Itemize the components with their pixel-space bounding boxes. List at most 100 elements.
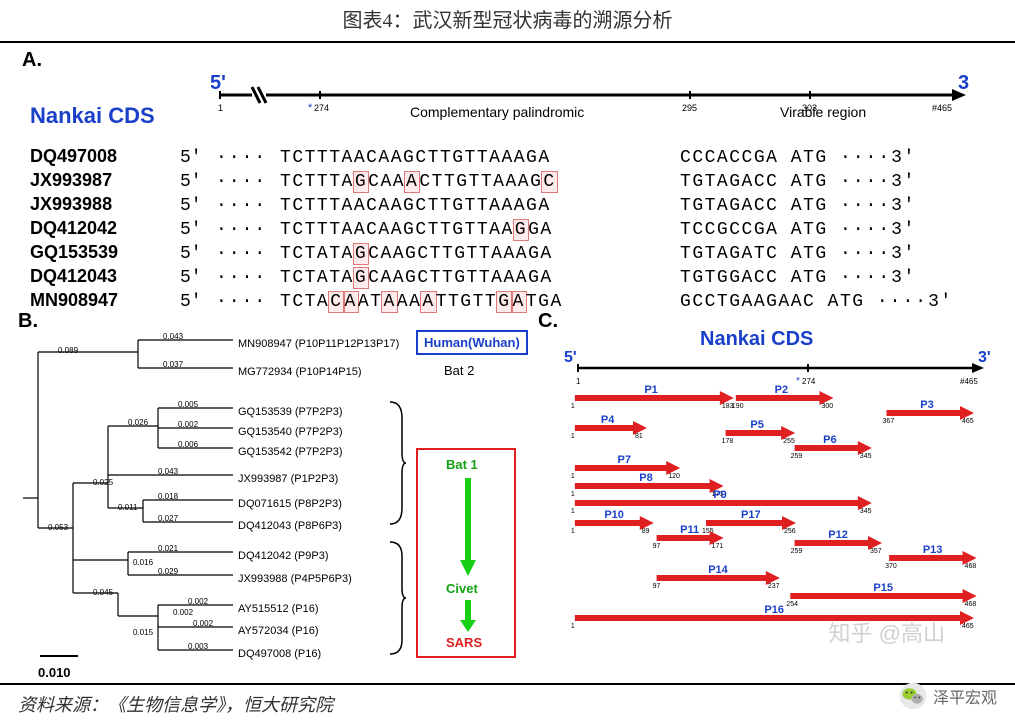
panel-a-label: A.	[22, 49, 42, 72]
branch-length: 0.002	[188, 597, 208, 606]
svg-text:P13: P13	[923, 544, 943, 556]
svg-text:357: 357	[870, 548, 882, 555]
branch-length: 0.016	[133, 558, 153, 567]
svg-text:P3: P3	[920, 399, 933, 411]
seq-row: GQ1535395' ···· TCTATAGCAAGCTTGTTAAAGATG…	[30, 241, 953, 265]
wechat-icon	[899, 682, 927, 710]
svg-text:1: 1	[571, 403, 575, 410]
branch-length: 0.021	[158, 544, 178, 553]
sequence-alignment: DQ4970085' ···· TCTTTAACAAGCTTGTTAAAGACC…	[30, 145, 953, 313]
svg-text:81: 81	[635, 433, 643, 440]
svg-text:1: 1	[571, 433, 575, 440]
svg-text:P1: P1	[644, 384, 657, 396]
seq-row: DQ4120435' ···· TCTATAGCAAGCTTGTTAAAGATG…	[30, 265, 953, 289]
svg-text:97: 97	[653, 583, 661, 590]
seq-row: DQ4120425' ···· TCTTTAACAAGCTTGTTAAGGATC…	[30, 217, 953, 241]
branch-length: 0.006	[178, 440, 198, 449]
svg-text:89: 89	[642, 528, 650, 535]
panel-b: B.	[18, 328, 548, 688]
svg-text:1: 1	[218, 103, 223, 113]
three-prime-a: 3'	[958, 72, 970, 94]
svg-text:370: 370	[885, 563, 897, 570]
panel-c-label: C.	[538, 310, 558, 333]
svg-text:97: 97	[653, 543, 661, 550]
taxon-label: GQ153542 (P7P2P3)	[238, 446, 343, 458]
svg-text:120: 120	[668, 473, 680, 480]
bracket-top	[388, 398, 408, 528]
arrow-bat-civet	[458, 478, 478, 578]
svg-text:1: 1	[571, 473, 575, 480]
nankai-cds-a: Nankai CDS	[30, 103, 155, 129]
taxon-label: JX993987 (P1P2P3)	[238, 473, 338, 485]
bracket-bottom	[388, 538, 408, 658]
svg-text:P2: P2	[775, 384, 788, 396]
phylo-tree	[18, 328, 248, 668]
taxon-label: DQ071615 (P8P2P3)	[238, 498, 342, 510]
branch-length: 0.027	[158, 514, 178, 523]
svg-text:259: 259	[791, 548, 803, 555]
svg-text:295: 295	[682, 103, 697, 113]
svg-text:*: *	[308, 102, 313, 114]
svg-text:P8: P8	[639, 472, 652, 484]
taxon-label: AY515512 (P16)	[238, 603, 319, 615]
branch-length: 0.018	[158, 492, 178, 501]
svg-text:256: 256	[784, 528, 796, 535]
svg-text:468: 468	[965, 601, 977, 608]
branch-length: 0.002	[173, 608, 193, 617]
taxon-label: GQ153539 (P7P2P3)	[238, 406, 343, 418]
branch-length: 0.025	[93, 478, 113, 487]
svg-text:274: 274	[314, 103, 329, 113]
branch-length: 0.011	[118, 503, 137, 512]
host-bat2: Bat 2	[438, 360, 480, 381]
svg-text:259: 259	[791, 453, 803, 460]
branch-length: 0.026	[128, 418, 148, 427]
branch-length: 0.053	[48, 523, 68, 532]
host-civet: Civet	[440, 578, 484, 599]
host-bat1: Bat 1	[440, 454, 484, 475]
arrow-civet-sars	[458, 600, 478, 634]
ruler-a: 5' 3' 1 * 274 295 303 #465 Complementary…	[210, 71, 970, 121]
svg-text:465: 465	[962, 623, 974, 630]
wechat-text: 泽平宏观	[933, 684, 997, 708]
seq-row: MN9089475' ···· TCTACAATAAAATTGTTGATGAGC…	[30, 289, 953, 313]
svg-text:468: 468	[965, 563, 977, 570]
watermark: 知乎 @高山	[829, 616, 945, 648]
source-line: 资料来源：《生物信息学》，恒大研究院	[0, 685, 1015, 723]
branch-length: 0.029	[158, 567, 178, 576]
svg-text:1: 1	[571, 623, 575, 630]
svg-text:P14: P14	[708, 564, 728, 576]
svg-text:P9: P9	[713, 489, 726, 501]
svg-text:P7: P7	[618, 454, 631, 466]
seq-row: DQ4970085' ···· TCTTTAACAAGCTTGTTAAAGACC…	[30, 145, 953, 169]
svg-text:178: 178	[722, 438, 734, 445]
scale-bar: 0.010	[38, 652, 80, 680]
svg-text:P17: P17	[741, 509, 761, 521]
svg-text:P5: P5	[750, 419, 763, 431]
taxon-label: DQ412043 (P8P6P3)	[238, 520, 342, 532]
figure-title: 图表4：武汉新型冠状病毒的溯源分析	[0, 0, 1015, 41]
taxon-label: JX993988 (P4P5P6P3)	[238, 573, 352, 585]
svg-text:367: 367	[883, 418, 895, 425]
svg-text:237: 237	[768, 583, 780, 590]
fragments: P11183P2190300P3367465P4181P5178255P6259…	[560, 328, 994, 638]
svg-text:255: 255	[783, 438, 795, 445]
branch-length: 0.005	[178, 400, 198, 409]
host-sars: SARS	[440, 632, 488, 653]
svg-text:190: 190	[732, 403, 744, 410]
taxon-label: GQ153540 (P7P2P3)	[238, 426, 343, 438]
branch-length: 0.015	[133, 628, 153, 637]
branch-length: 0.045	[93, 588, 113, 597]
header-right: Virable region	[780, 104, 866, 120]
branch-length: 0.043	[163, 332, 183, 341]
svg-text:P15: P15	[873, 582, 893, 594]
svg-text:P12: P12	[828, 529, 848, 541]
figure-panels: A. Nankai CDS 5' 3' 1 * 274 295 303 #465…	[0, 43, 1015, 683]
taxon-label: MN908947 (P10P11P12P13P17)	[238, 338, 399, 350]
svg-text:465: 465	[962, 418, 974, 425]
svg-text:171: 171	[712, 543, 724, 550]
svg-text:1: 1	[571, 491, 575, 498]
branch-length: 0.043	[158, 467, 178, 476]
header-mid: Complementary palindromic	[410, 104, 584, 120]
branch-length: 0.002	[178, 420, 198, 429]
taxon-label: MG772934 (P10P14P15)	[238, 366, 362, 378]
